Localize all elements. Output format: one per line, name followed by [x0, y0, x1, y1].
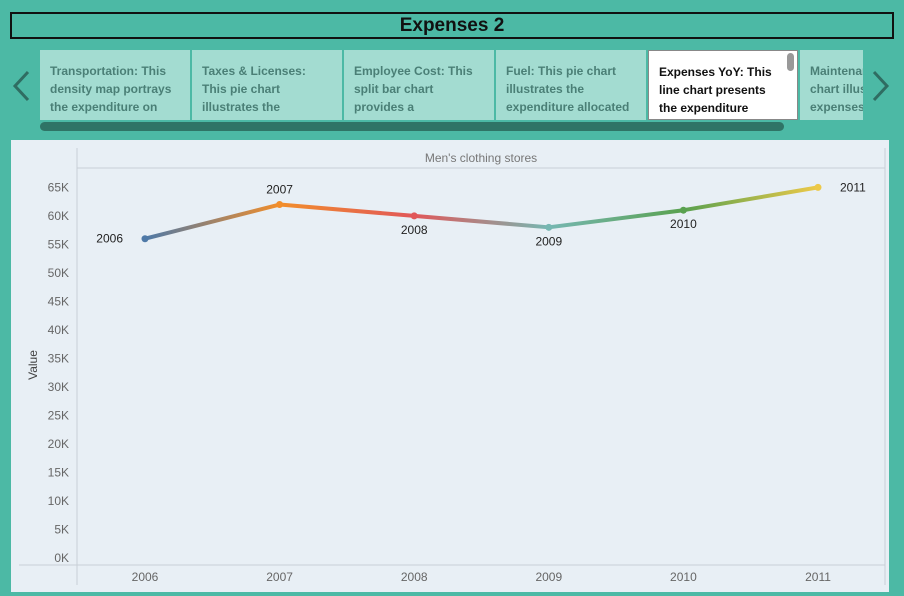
y-tick-label: 55K	[48, 237, 69, 251]
story-point-maintenance[interactable]: Maintenance: This pie chart illustrates …	[800, 50, 863, 120]
story-point-fuel[interactable]: Fuel: This pie chart illustrates the exp…	[496, 50, 646, 120]
series-line	[143, 185, 820, 241]
y-tick-label: 40K	[48, 323, 69, 337]
prev-story-button[interactable]	[6, 66, 36, 106]
chart-panel: Men's clothing stores Value 0K 5K 10K 15K 20…	[11, 140, 889, 592]
data-label: 2011	[840, 180, 866, 194]
y-tick-label: 15K	[48, 465, 69, 479]
dashboard-title: Expenses 2	[399, 14, 505, 36]
story-navigator: Transportation: This density map portray…	[0, 48, 904, 132]
x-tick-label: 2010	[670, 570, 697, 584]
next-story-button[interactable]	[866, 66, 896, 106]
data-label: 2007	[266, 183, 293, 197]
story-point-text: Maintenance: This pie chart illustrates …	[810, 64, 863, 114]
y-tick-label: 35K	[48, 351, 69, 365]
dashboard-title-bar: Expenses 2	[10, 12, 894, 39]
x-tick-label: 2006	[132, 570, 159, 584]
y-tick-label: 5K	[54, 522, 69, 536]
data-label: 2009	[535, 234, 562, 248]
story-point-expenses-yoy[interactable]: Expenses YoY: This line chart presents t…	[648, 50, 798, 120]
data-point	[545, 223, 553, 231]
story-point-text: Taxes & Licenses: This pie chart illustr…	[202, 64, 306, 120]
card-scrollbar[interactable]	[787, 53, 794, 71]
chart-title: Men's clothing stores	[425, 151, 537, 165]
story-cards: Transportation: This density map portray…	[40, 50, 863, 120]
story-point-text: Expenses YoY: This line chart presents t…	[659, 65, 772, 115]
y-tick-label: 25K	[48, 408, 69, 422]
y-tick-label: 45K	[48, 294, 69, 308]
story-point-employee-cost[interactable]: Employee Cost: This split bar chart prov…	[344, 50, 494, 120]
y-axis-label: Value	[26, 350, 40, 380]
x-tick-label: 2009	[535, 570, 562, 584]
line-chart: Men's clothing stores Value 0K 5K 10K 15K 20…	[19, 148, 886, 585]
story-point-text: Transportation: This density map portray…	[50, 64, 172, 114]
y-tick-label: 50K	[48, 266, 69, 280]
chevron-right-icon	[872, 70, 890, 102]
y-tick-label: 60K	[48, 209, 69, 223]
story-point-text: Employee Cost: This split bar chart prov…	[354, 64, 473, 120]
x-tick-label: 2011	[805, 570, 831, 584]
story-scrollbar[interactable]	[40, 122, 784, 131]
data-point	[814, 183, 822, 191]
y-tick-label: 0K	[54, 551, 69, 565]
story-point-taxes[interactable]: Taxes & Licenses: This pie chart illustr…	[192, 50, 342, 120]
data-label: 2006	[96, 232, 123, 246]
x-tick-label: 2007	[266, 570, 293, 584]
story-point-transportation[interactable]: Transportation: This density map portray…	[40, 50, 190, 120]
x-tick-label: 2008	[401, 570, 428, 584]
y-tick-label: 10K	[48, 494, 69, 508]
y-tick-label: 20K	[48, 437, 69, 451]
data-point	[276, 201, 284, 209]
data-label: 2008	[401, 223, 428, 237]
y-tick-label: 65K	[48, 180, 69, 194]
data-point	[141, 235, 149, 243]
data-point	[679, 206, 687, 214]
y-tick-label: 30K	[48, 380, 69, 394]
data-label: 2010	[670, 217, 697, 231]
data-point	[410, 212, 418, 220]
chevron-left-icon	[12, 70, 30, 102]
story-point-text: Fuel: This pie chart illustrates the exp…	[506, 64, 630, 114]
